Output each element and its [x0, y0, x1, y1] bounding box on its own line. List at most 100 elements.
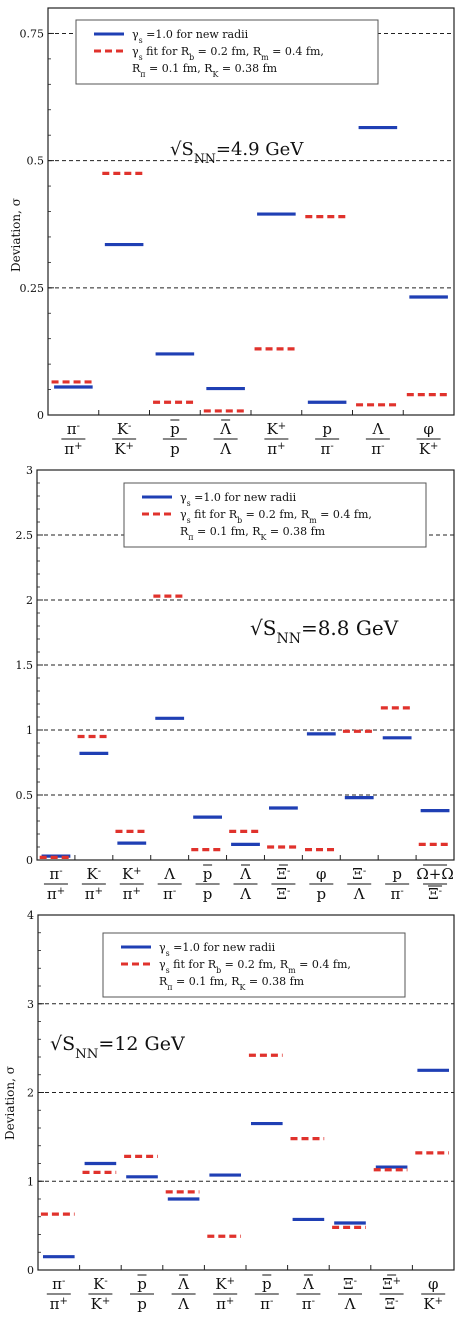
category-denominator: π+ — [47, 885, 65, 903]
x-category-label: p π- — [315, 420, 340, 458]
y-tick-label: 0 — [27, 1264, 34, 1277]
category-denominator: Λ — [353, 885, 365, 903]
category-numerator: Λ — [163, 865, 175, 883]
category-numerator: φ — [428, 1275, 439, 1293]
y-tick-label: 2.5 — [16, 529, 34, 542]
category-denominator: Λ — [239, 885, 251, 903]
legend-entry: Rπ = 0.1 fm, RK = 0.38 fm — [132, 62, 278, 79]
x-category-label: K+ π+ — [264, 420, 289, 458]
category-numerator: K- — [87, 865, 102, 883]
category-numerator: p — [262, 1275, 272, 1293]
x-category-label: ΛΛ — [171, 1274, 196, 1313]
x-category-label: φp — [309, 865, 334, 903]
category-numerator: Λ — [219, 420, 231, 438]
category-denominator: π+ — [267, 440, 285, 458]
category-denominator: K+ — [419, 440, 439, 458]
x-category-label: Ω+Ω Ξ- — [416, 864, 454, 903]
category-numerator: p — [137, 1275, 147, 1293]
category-numerator: K+ — [267, 420, 287, 438]
x-category-label: pp — [195, 864, 220, 903]
y-axis-label: Deviation, σ — [9, 198, 23, 272]
category-denominator: Ξ- — [276, 885, 290, 903]
y-axis-label: Deviation, σ — [3, 1066, 17, 1140]
y-tick-label: 1 — [27, 1175, 34, 1188]
y-tick-label: 0 — [26, 854, 33, 867]
category-denominator: π+ — [85, 885, 103, 903]
chart-panel-3: 0 1 2 3 4 Deviation, σ γs =1.0 for new radiiγs… — [3, 909, 455, 1313]
legend-box — [123, 482, 427, 548]
legend-entry: γs fit for Rb = 0.2 fm, Rm = 0.4 fm, — [180, 508, 372, 525]
category-denominator: π+ — [50, 1295, 68, 1313]
category-denominator: π- — [163, 885, 176, 903]
x-category-label: Λπ- — [157, 865, 182, 903]
x-category-label: φ K+ — [421, 1275, 446, 1313]
x-category-label: φ K+ — [416, 420, 441, 458]
category-numerator: Λ — [177, 1275, 189, 1293]
category-numerator: p — [322, 420, 332, 438]
category-denominator: π+ — [123, 885, 141, 903]
x-category-label: π-π+ — [61, 420, 86, 458]
y-tick-label: 2 — [27, 1087, 34, 1100]
category-numerator: Λ — [371, 420, 383, 438]
legend-box — [75, 19, 379, 85]
x-category-label: Ξ- Λ — [347, 865, 372, 903]
category-numerator: π- — [52, 1275, 65, 1293]
category-denominator: π- — [260, 1295, 273, 1313]
category-numerator: Ξ+ — [382, 1275, 401, 1293]
y-tick-label: 0.75 — [20, 27, 45, 40]
energy-annotation: √SNN=8.8 GeV — [250, 616, 399, 647]
x-category-label: K- K+ — [112, 420, 137, 458]
legend-entry: Rπ = 0.1 fm, RK = 0.38 fm — [159, 975, 305, 992]
category-denominator: Ξ- — [385, 1295, 399, 1313]
y-tick-label: 1.5 — [16, 659, 34, 672]
category-denominator: K+ — [423, 1295, 443, 1313]
category-denominator: p — [170, 440, 180, 458]
category-numerator: p — [203, 865, 213, 883]
y-tick-label: 0.25 — [20, 282, 45, 295]
category-denominator: Λ — [219, 440, 231, 458]
category-numerator: Λ — [239, 865, 251, 883]
energy-annotation: √SNN=4.9 GeV — [170, 139, 304, 166]
legend-entry: Rπ = 0.1 fm, RK = 0.38 fm — [180, 525, 326, 542]
category-numerator: Ξ- — [276, 865, 290, 883]
energy-annotation: √SNN=12 GeV — [50, 1033, 185, 1062]
y-tick-label: 0.5 — [16, 789, 34, 802]
category-numerator: K- — [93, 1275, 108, 1293]
y-tick-label: 0.5 — [27, 155, 45, 168]
x-category-label: K+ π+ — [119, 865, 144, 903]
category-denominator: p — [137, 1295, 147, 1313]
x-category-label: K-π+ — [81, 865, 106, 903]
category-denominator: K+ — [114, 440, 134, 458]
category-numerator: K- — [117, 420, 132, 438]
category-denominator: Λ — [344, 1295, 356, 1313]
category-numerator: K+ — [215, 1275, 235, 1293]
category-numerator: Λ — [302, 1275, 314, 1293]
category-numerator: Ξ- — [352, 865, 366, 883]
category-denominator: p — [317, 885, 327, 903]
category-numerator: p — [392, 865, 402, 883]
category-denominator: Ξ- — [428, 885, 442, 903]
category-denominator: Λ — [177, 1295, 189, 1313]
legend-box — [102, 932, 406, 998]
x-category-label: π-π+ — [43, 865, 68, 903]
category-numerator: K+ — [122, 865, 142, 883]
category-numerator: φ — [423, 420, 434, 438]
y-tick-label: 3 — [27, 998, 34, 1011]
y-tick-label: 2 — [26, 594, 33, 607]
category-numerator: Ω+Ω — [416, 865, 453, 883]
legend-entry: γs =1.0 for new radii — [132, 28, 249, 45]
x-category-label: ΛΛ — [213, 419, 238, 458]
legend-entry: γs fit for Rb = 0.2 fm, Rm = 0.4 fm, — [159, 958, 351, 975]
x-category-label: pp — [130, 1274, 154, 1313]
y-tick-label: 4 — [27, 909, 34, 922]
legend-entry: γs fit for Rb = 0.2 fm, Rm = 0.4 fm, — [132, 45, 324, 62]
category-denominator: π- — [391, 885, 404, 903]
category-numerator: Ξ- — [343, 1275, 357, 1293]
x-category-label: K- K+ — [88, 1275, 113, 1313]
x-category-label: p π- — [254, 1274, 279, 1313]
category-denominator: π- — [321, 440, 334, 458]
y-tick-label: 0 — [37, 409, 44, 422]
x-category-label: pp — [162, 419, 187, 458]
y-tick-label: 3 — [26, 464, 33, 477]
